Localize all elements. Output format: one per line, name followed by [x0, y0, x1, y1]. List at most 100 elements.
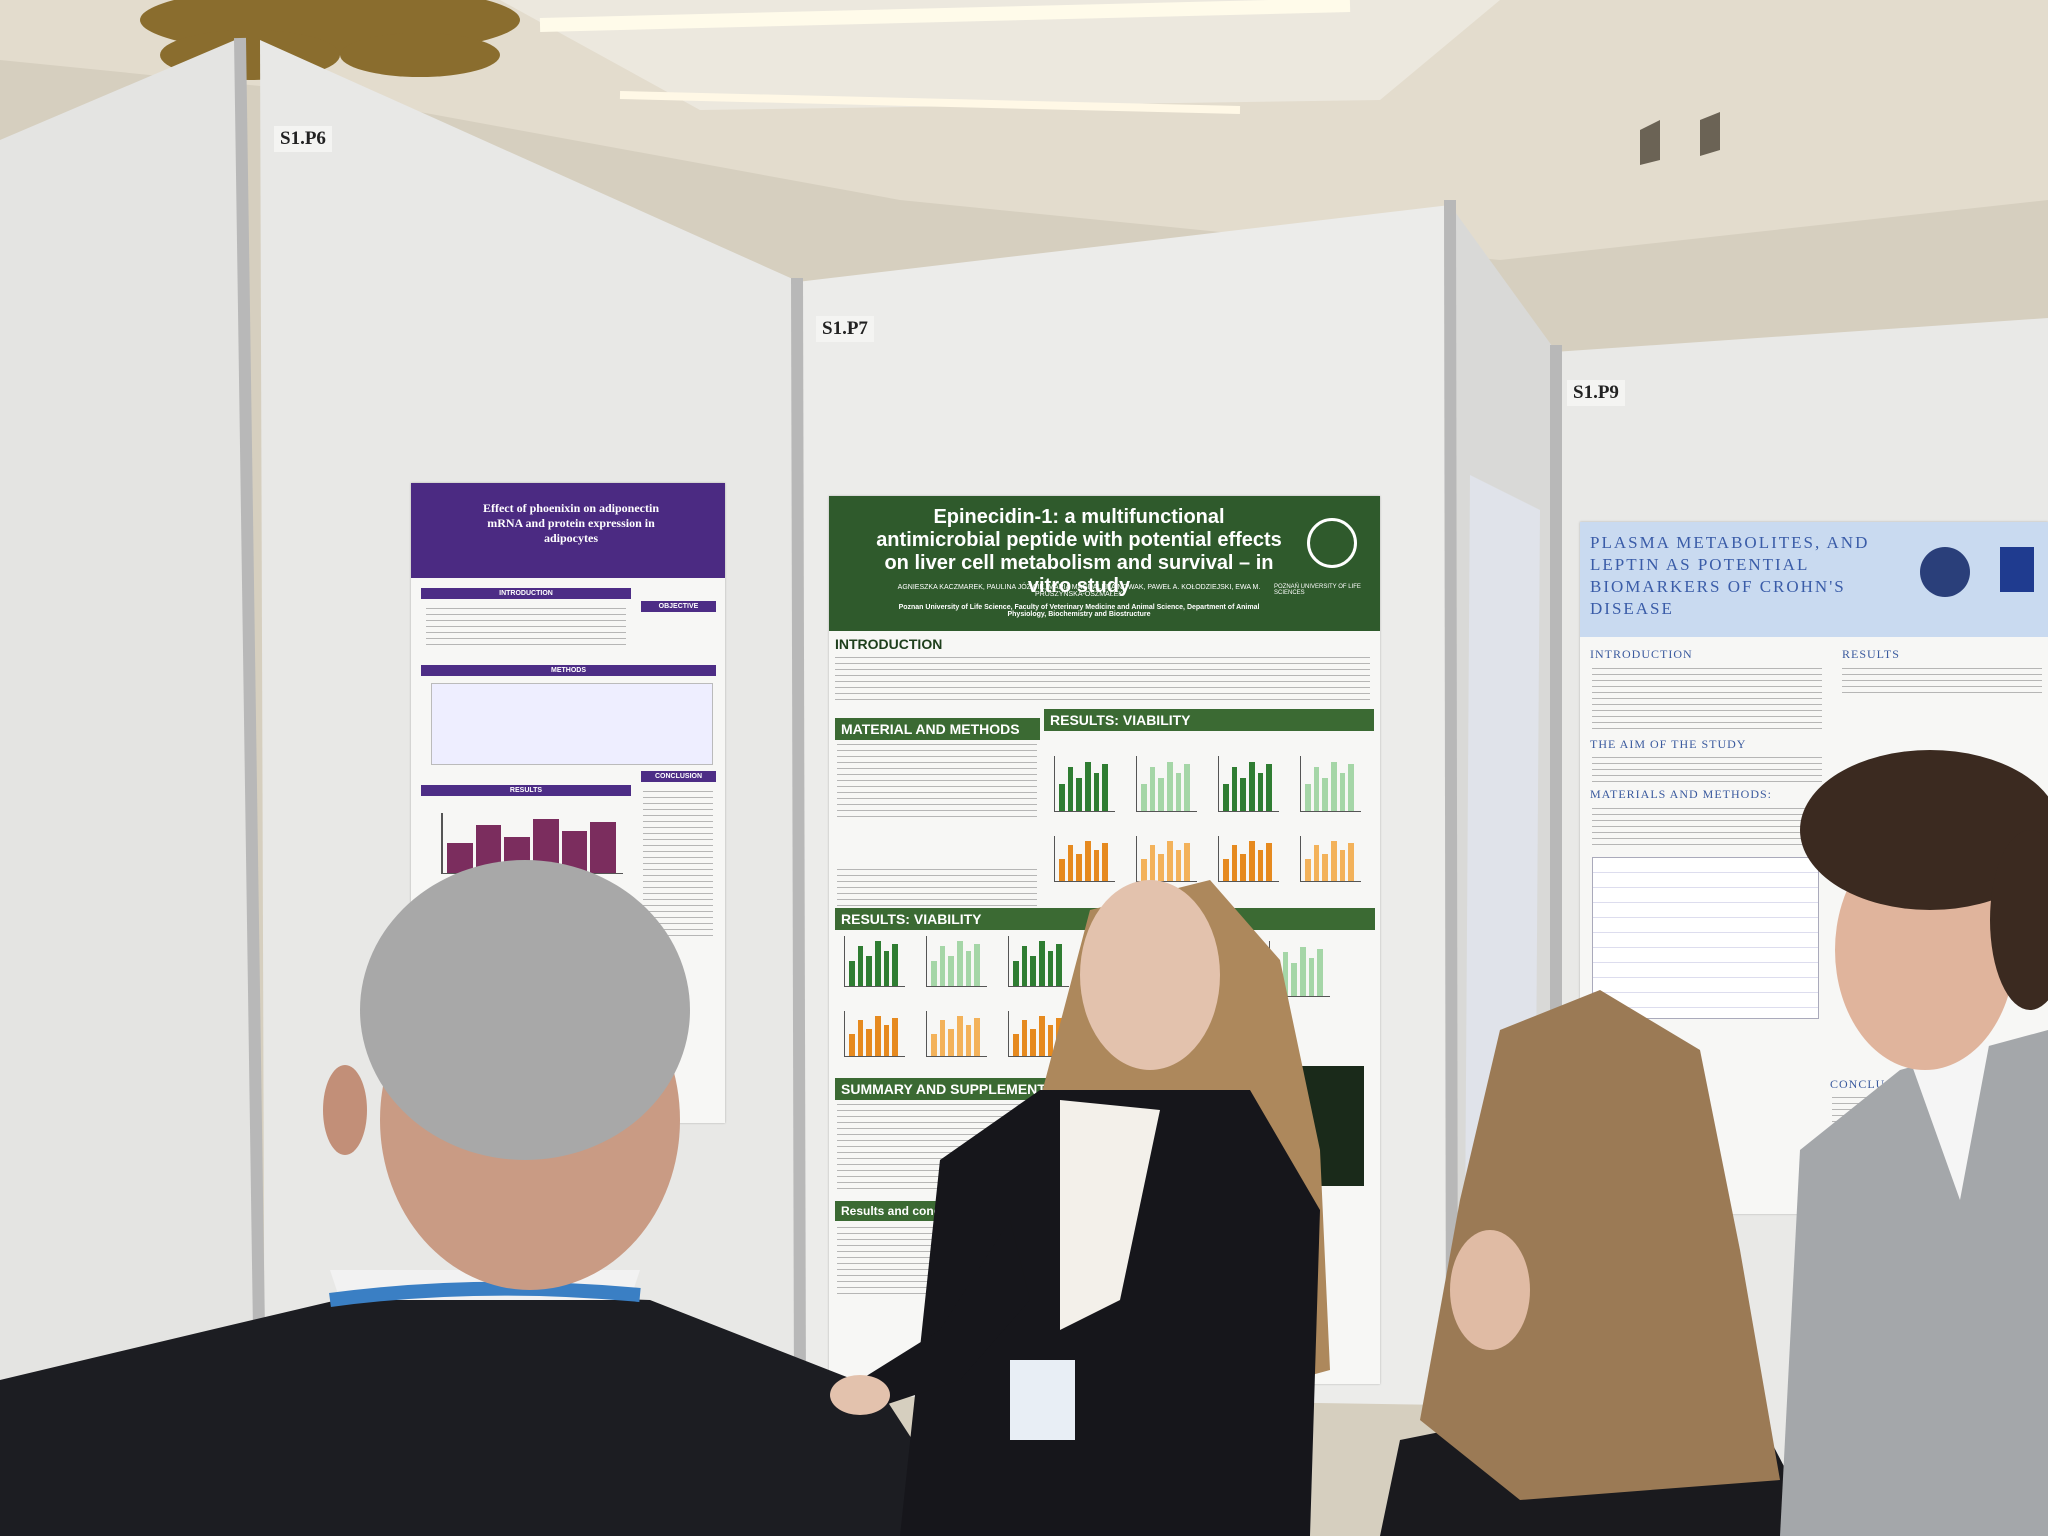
mini-bar	[1076, 778, 1082, 811]
section-heading: THE AIM OF THE STUDY	[1590, 737, 1747, 751]
mini-bar	[1322, 778, 1328, 811]
mini-chart	[1300, 836, 1361, 882]
body-text	[1592, 754, 1822, 782]
table	[837, 1101, 1092, 1191]
mini-bar	[883, 1024, 890, 1056]
mini-chart	[442, 813, 623, 874]
logo	[1920, 547, 1970, 597]
mini-bar	[1013, 961, 1019, 986]
mini-bar	[1305, 858, 1311, 881]
mini-bar	[1305, 783, 1311, 811]
mini-bar	[1047, 1024, 1054, 1056]
mini-bar	[965, 1024, 972, 1056]
mini-bar	[561, 831, 588, 873]
mini-bar	[1059, 783, 1065, 811]
mini-bar	[1249, 761, 1255, 811]
mini-bar	[533, 819, 559, 873]
mini-bar	[1322, 854, 1328, 881]
mini-bar	[1102, 842, 1108, 881]
board-label: S1.P9	[1567, 380, 1625, 406]
mini-bar	[1158, 778, 1164, 811]
mini-bar	[875, 941, 881, 986]
mini-bar	[1067, 767, 1074, 811]
mini-bar	[1266, 842, 1272, 881]
mini-bar	[1240, 778, 1246, 811]
mini-bar	[1085, 840, 1091, 881]
body-text	[1592, 665, 1822, 730]
mini-bar	[1013, 1033, 1019, 1056]
mini-bar	[1030, 956, 1036, 986]
body-text	[426, 605, 626, 645]
mini-bar	[974, 943, 980, 986]
mini-bar	[1141, 783, 1147, 811]
mini-bar	[892, 943, 898, 986]
mini-bar	[948, 956, 954, 986]
poster-header	[829, 496, 1380, 631]
mini-chart	[1218, 756, 1279, 812]
mini-chart	[1136, 756, 1197, 812]
mini-chart	[1008, 1011, 1069, 1057]
section-heading: INTRODUCTION	[1590, 647, 1693, 661]
body-text	[1592, 805, 1822, 850]
section-heading: RESULTS	[421, 785, 631, 796]
section-heading: MATERIAL AND METHODS	[835, 718, 1040, 740]
logo	[2000, 547, 2034, 592]
mini-chart	[1008, 936, 1069, 987]
mini-bar	[866, 956, 872, 986]
board-panel	[0, 40, 260, 1536]
mini-bar	[1266, 764, 1272, 811]
mini-bar	[1313, 845, 1320, 881]
board-label: S1.P7	[816, 316, 874, 342]
mini-bar	[1223, 783, 1229, 811]
mini-bar	[1067, 845, 1074, 881]
mini-bar	[1149, 845, 1156, 881]
section-heading: RESULTS: VIABILITY	[1044, 709, 1374, 731]
ceiling-light	[539, 0, 1351, 32]
poster-header	[1580, 522, 2048, 637]
results-chart	[441, 813, 623, 874]
mini-chart	[1269, 941, 1330, 997]
mini-bar	[1085, 761, 1091, 811]
mini-chart	[1300, 756, 1361, 812]
section-heading: SUMMARY AND SUPPLEMENTAL	[835, 1078, 1095, 1100]
mini-bar	[1331, 761, 1337, 811]
poster-title: Effect of phoenixin on adiponectin mRNA …	[482, 501, 659, 545]
mini-bar	[965, 951, 972, 986]
mini-bar	[1223, 858, 1229, 881]
mini-bar	[1313, 767, 1320, 811]
mini-bar	[857, 1020, 864, 1056]
body-text	[837, 741, 1037, 821]
table	[1592, 857, 1819, 1019]
mini-bar	[931, 1033, 937, 1056]
mini-bar	[1175, 772, 1182, 811]
mini-bar	[866, 1029, 872, 1056]
mini-bar	[974, 1017, 980, 1056]
poster-header	[411, 483, 725, 578]
poster: Effect of phoenixin on adiponectin mRNA …	[411, 483, 725, 1123]
section-heading: RESULTS: VIABILITY	[835, 908, 1375, 930]
mini-chart	[844, 936, 905, 987]
mini-chart	[926, 936, 987, 987]
mini-bar	[1039, 941, 1045, 986]
mini-bar	[1282, 952, 1289, 996]
board-label: S1.P6	[274, 126, 332, 152]
ceiling	[0, 0, 2048, 260]
side-poster	[1465, 475, 1540, 1230]
mini-bar	[1257, 772, 1264, 811]
mini-bar	[1184, 764, 1190, 811]
section-heading: CONCLUSION	[641, 771, 716, 782]
mini-bar	[1339, 772, 1346, 811]
mini-bar	[1149, 767, 1156, 811]
mini-chart	[844, 1011, 905, 1057]
mini-bar	[1249, 840, 1255, 881]
mini-bar	[939, 1020, 946, 1056]
mini-bar	[1039, 1015, 1045, 1056]
poster-authors: AGNIESZKA KACZMAREK, PAULINA JÓŹWIK, MAR…	[897, 584, 1261, 598]
mini-bar	[1167, 761, 1173, 811]
mini-bar	[1030, 1029, 1036, 1056]
microscopy-image	[1284, 1066, 1364, 1186]
mini-bar	[849, 961, 855, 986]
mini-chart	[1054, 756, 1115, 812]
section-heading: INTRODUCTION	[421, 588, 631, 599]
mini-bar	[948, 1029, 954, 1056]
